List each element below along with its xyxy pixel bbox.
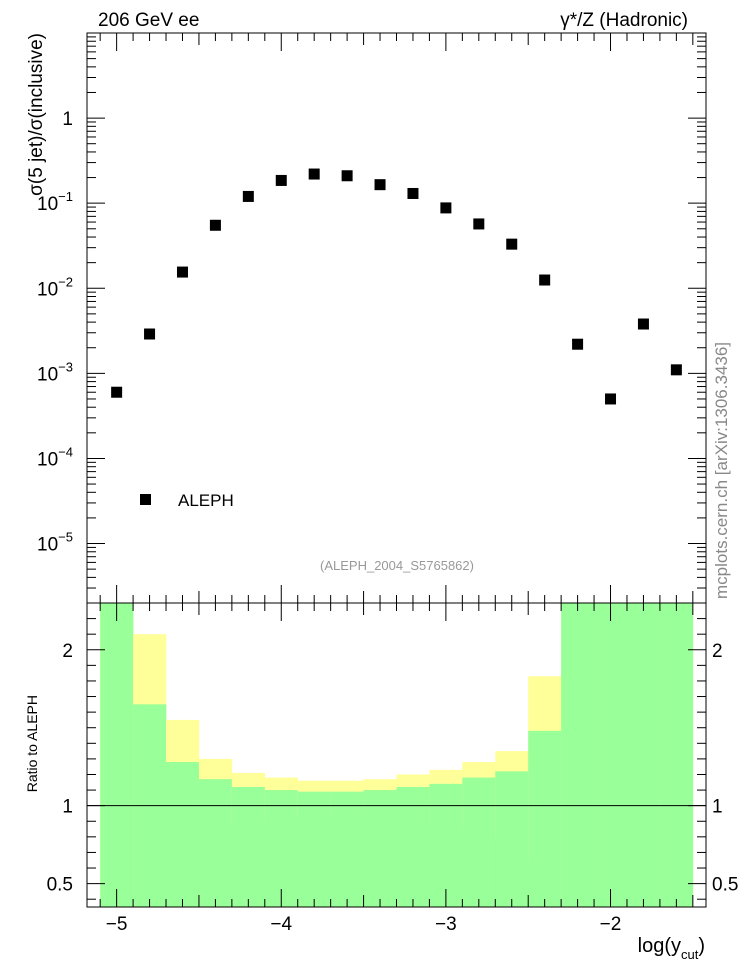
ratio-y-tick-label-right: 2 bbox=[712, 641, 723, 662]
data-point bbox=[506, 238, 518, 250]
ratio-uncertainty-bands bbox=[100, 603, 694, 907]
inner-band-bin bbox=[594, 603, 628, 907]
data-point bbox=[670, 364, 682, 376]
analysis-watermark: (ALEPH_2004_S5765862) bbox=[320, 558, 474, 573]
data-point bbox=[539, 274, 551, 286]
inner-band-bin bbox=[659, 603, 694, 907]
data-point bbox=[341, 170, 353, 182]
ratio-y-tick-label: 0.5 bbox=[47, 875, 73, 896]
data-point bbox=[374, 179, 386, 191]
inner-band-bin bbox=[166, 762, 200, 907]
inner-band-bin bbox=[396, 786, 430, 907]
legend-label-aleph: ALEPH bbox=[178, 491, 234, 510]
ratio-y-tick-label: 1 bbox=[62, 797, 73, 818]
inner-band-bin bbox=[297, 791, 331, 907]
x-tick-label: −3 bbox=[435, 914, 457, 935]
data-point bbox=[637, 318, 649, 330]
main-frame-box bbox=[86, 32, 707, 604]
inner-band-bin bbox=[528, 730, 562, 907]
data-point bbox=[144, 328, 156, 340]
data-point bbox=[242, 190, 254, 202]
data-point bbox=[407, 187, 419, 199]
ratio-ticks: 0.5 0.5 1 1 2 2 −5 −4 −3 −2 bbox=[47, 603, 738, 935]
data-point bbox=[440, 202, 452, 214]
ratio-y-tick-label-right: 1 bbox=[712, 797, 723, 818]
inner-band-bin bbox=[231, 786, 266, 907]
data-point bbox=[176, 266, 188, 278]
main-y-tick-label: 10−5 bbox=[37, 530, 73, 556]
data-point bbox=[111, 386, 123, 398]
inner-band-bin bbox=[429, 783, 463, 907]
inner-band-bin bbox=[100, 603, 134, 907]
x-tick-label: −4 bbox=[270, 914, 292, 935]
ratio-y-axis-label: Ratio to ALEPH bbox=[24, 695, 40, 792]
data-point bbox=[308, 168, 320, 180]
legend-marker bbox=[140, 494, 151, 505]
inner-band-bin bbox=[363, 790, 397, 907]
inner-band-bin bbox=[462, 777, 496, 907]
aleph-data-points bbox=[111, 168, 682, 405]
data-point bbox=[605, 393, 617, 405]
main-y-tick-label: 10−4 bbox=[37, 444, 73, 470]
inner-band-bin bbox=[264, 790, 299, 907]
x-axis-label: log(ycut) bbox=[638, 935, 705, 962]
inner-band-bin bbox=[330, 791, 364, 907]
x-tick-label: −2 bbox=[600, 914, 622, 935]
inner-band-bin bbox=[561, 603, 595, 907]
main-y-axis-label: σ(5 jet)/σ(inclusive) bbox=[26, 33, 47, 196]
x-tick-label: −5 bbox=[106, 914, 128, 935]
ratio-y-tick-label: 2 bbox=[62, 641, 73, 662]
inner-band-bin bbox=[495, 771, 529, 907]
main-y-tick-label: 10−3 bbox=[37, 359, 73, 385]
data-point bbox=[572, 338, 584, 350]
main-plot-frame bbox=[86, 32, 707, 604]
inner-band-bin bbox=[198, 779, 233, 907]
header-right-title: γ*/Z (Hadronic) bbox=[560, 10, 688, 31]
data-point bbox=[275, 174, 287, 186]
main-y-tick-label: 1 bbox=[62, 109, 73, 130]
main-y-tick-label: 10−1 bbox=[37, 189, 73, 215]
data-point bbox=[473, 218, 485, 230]
main-y-ticks: 10−5 10−4 10−3 10−2 10−1 1 bbox=[37, 33, 706, 604]
ratio-y-tick-label-right: 0.5 bbox=[712, 875, 738, 896]
main-y-tick-label: 10−2 bbox=[37, 274, 73, 300]
data-point bbox=[209, 219, 221, 231]
side-source-label: mcplots.cern.ch [arXiv:1306.3436] bbox=[712, 342, 731, 599]
header-left-title: 206 GeV ee bbox=[98, 10, 199, 31]
inner-band-bin bbox=[626, 603, 661, 907]
